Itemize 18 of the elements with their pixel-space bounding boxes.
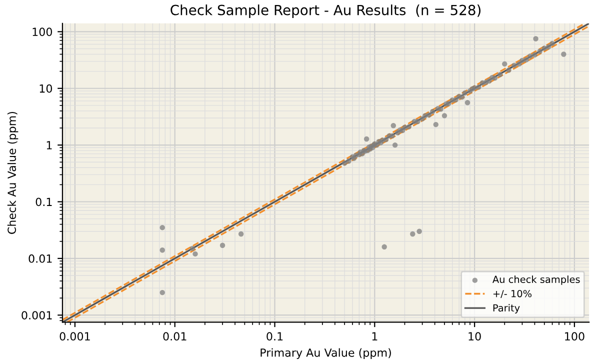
y-axis-title: Check Au Value (ppm) [7,112,18,234]
legend-label: Parity [493,304,520,314]
y-tick-label: 1 [46,141,52,150]
legend-label: +/- 10% [493,290,532,298]
y-tick-label: 100 [32,28,52,36]
x-tick-label: 0.1 [266,332,283,341]
x-tick-label: 0.001 [60,332,90,341]
x-tick-label: 1 [372,332,378,340]
x-tick-label: 10 [468,332,481,341]
y-tick-label: 0.001 [22,311,52,320]
y-tick-label: 10 [40,84,52,93]
y-tick-label: 0.1 [36,198,52,206]
x-tick-label: 100 [565,332,584,341]
chart-title: Check Sample Report - Au Results (n = 528) [170,4,480,18]
x-axis-title: Primary Au Value (ppm) [260,348,391,359]
x-tick-label: 0.01 [163,332,186,341]
legend-label: Au check samples [492,276,580,285]
y-tick-label: 0.01 [28,254,52,263]
